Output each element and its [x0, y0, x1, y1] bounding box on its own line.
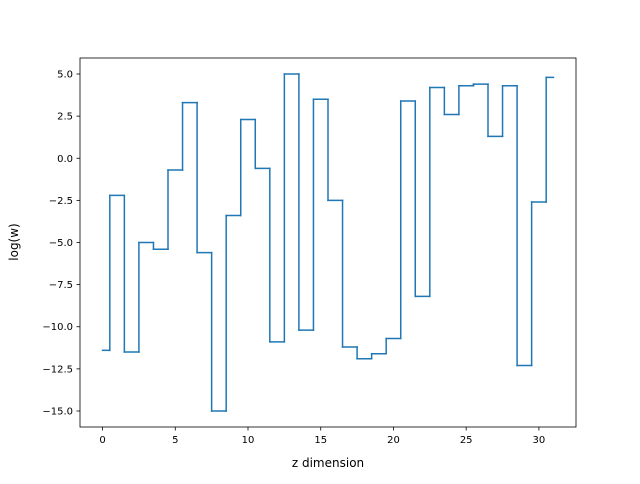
y-tick-label: −2.5	[49, 196, 73, 207]
y-tick-label: 2.5	[57, 112, 73, 123]
x-tick-label: 20	[387, 435, 400, 446]
y-axis-label: log(w)	[7, 223, 21, 260]
x-tick-label: 15	[314, 435, 327, 446]
x-tick-label: 0	[99, 435, 105, 446]
x-tick-label: 25	[460, 435, 473, 446]
y-tick-label: −15.0	[42, 406, 73, 417]
axes: 0 5 10 15 20 25 30 −15.0 −12.5 −10.0 −7.5 −5.0 −2.5 0…	[42, 57, 577, 446]
y-tick-label: 5.0	[57, 70, 73, 81]
series-0	[101, 73, 555, 412]
x-tick-label: 5	[172, 435, 178, 446]
x-axis-label: z dimension	[292, 456, 364, 470]
y-tick-label: −10.0	[42, 322, 73, 333]
y-tick-label: −7.5	[49, 280, 73, 291]
y-tick-label: 0.0	[57, 154, 73, 165]
y-tick-label: −5.0	[49, 238, 73, 249]
y-tick-label: −12.5	[42, 364, 73, 375]
plot-area	[101, 73, 555, 412]
x-tick-label: 10	[242, 435, 255, 446]
x-tick-label: 30	[533, 435, 546, 446]
